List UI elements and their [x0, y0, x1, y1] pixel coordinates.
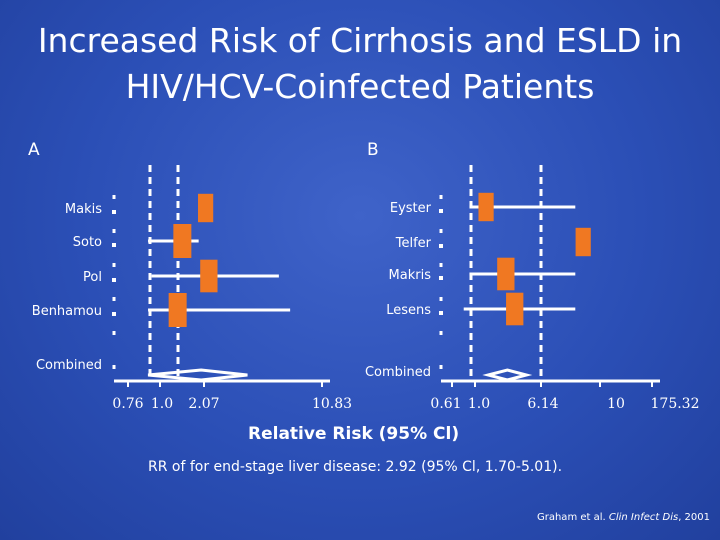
summary-diamond: [482, 368, 533, 382]
x-tick-label: 0.76: [112, 396, 143, 412]
row-tick: [112, 210, 116, 214]
point-estimate: [497, 257, 515, 291]
study-label: Soto: [73, 235, 102, 250]
study-label: Makis: [65, 202, 102, 217]
study-label: Makris: [389, 268, 432, 283]
x-tick-label: 2.07: [188, 396, 219, 412]
forest-panel-a: 0.76 1.0 2.07 10.83 Makis Soto Pol Benhamou Comb…: [32, 165, 352, 412]
point-estimate: [506, 292, 524, 326]
panel-b-label: B: [367, 140, 379, 160]
summary-caption: RR of for end-stage liver disease: 2.92 …: [148, 459, 563, 475]
row-tick: [112, 312, 116, 316]
summary-label: Combined: [365, 365, 431, 380]
point-estimate: [168, 293, 187, 327]
summary-label: Combined: [36, 358, 102, 373]
point-estimate: [173, 224, 192, 258]
study-label: Pol: [83, 270, 102, 285]
point-estimate: [198, 193, 214, 223]
point-estimate: [200, 259, 218, 293]
summary-diamond: [147, 368, 248, 382]
x-tick-label: 10.83: [312, 396, 352, 412]
x-tick-label: 0.61: [430, 396, 461, 412]
x-axis-title: Relative Risk (95% Cl): [248, 424, 460, 444]
row-tick: [439, 209, 443, 213]
row-tick: [439, 311, 443, 315]
slide-title: Increased Risk of Cirrhosis and ESLD in …: [0, 18, 720, 110]
x-tick-label: 6.14: [527, 396, 558, 412]
point-estimate: [575, 227, 591, 257]
citation: Graham et al. Clin Infect Dis, 2001: [537, 512, 710, 523]
row-tick: [439, 244, 443, 248]
citation-year: , 2001: [678, 512, 710, 523]
row-tick: [112, 243, 116, 247]
study-label: Benhamou: [32, 304, 102, 319]
x-tick-label: 1.0: [468, 396, 490, 412]
x-tick-label: 1.0: [151, 396, 173, 412]
title-line-2: HIV/HCV-Coinfected Patients: [125, 67, 595, 106]
study-label: Telfer: [395, 236, 432, 251]
point-estimate: [478, 192, 494, 222]
panel-a-label: A: [28, 140, 40, 160]
citation-authors: Graham et al.: [536, 512, 609, 523]
study-label: Eyster: [390, 201, 432, 216]
x-tick-label: 10: [607, 396, 625, 412]
row-tick: [112, 278, 116, 282]
citation-journal: Clin Infect Dis: [608, 512, 679, 523]
x-tick-label: 175.32: [651, 396, 700, 412]
study-label: Lesens: [386, 303, 431, 318]
title-line-1: Increased Risk of Cirrhosis and ESLD in: [37, 21, 683, 60]
forest-panel-b: 0.61 1.0 6.14 10 175.32 Eyster Telfer Makris Les…: [365, 165, 700, 412]
row-tick: [439, 276, 443, 280]
